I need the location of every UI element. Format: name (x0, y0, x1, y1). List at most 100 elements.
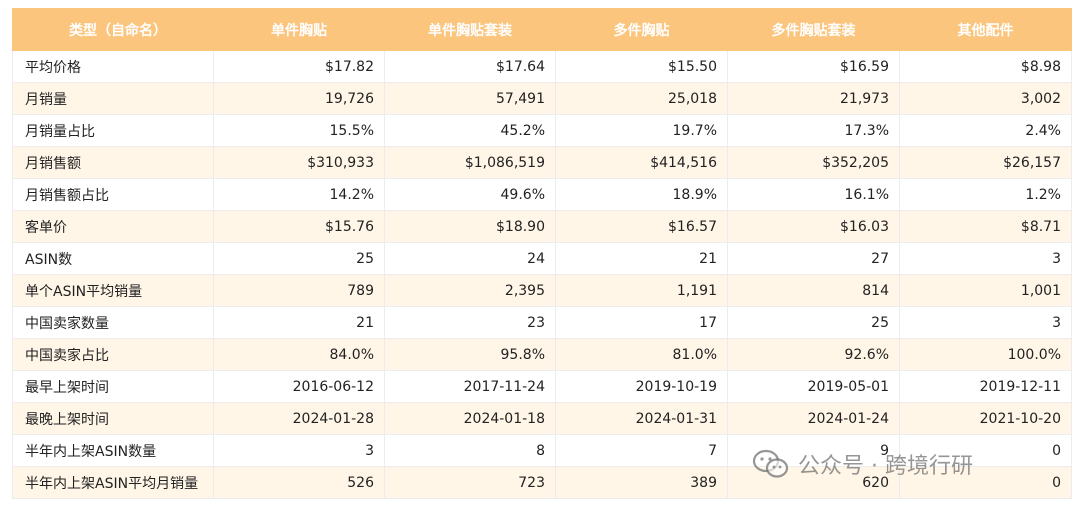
table-cell: $8.71 (899, 210, 1072, 243)
column-header-multi-patch: 多件胸贴 (555, 8, 728, 51)
table-cell: 15.5% (213, 114, 385, 147)
table-row: ASIN数 25 24 21 27 3 (12, 242, 1072, 275)
table-cell: 57,491 (384, 82, 556, 115)
table-cell: 2024-01-18 (384, 402, 556, 435)
table-cell: $414,516 (555, 146, 728, 179)
table-cell: 0 (899, 466, 1072, 499)
table-cell: $15.76 (213, 210, 385, 243)
table-cell: 45.2% (384, 114, 556, 147)
table-cell: 814 (727, 274, 900, 307)
table-cell: 3 (213, 434, 385, 467)
row-label: 客单价 (12, 210, 214, 243)
table-cell: $16.59 (727, 50, 900, 83)
table-cell: $18.90 (384, 210, 556, 243)
table-cell: 24 (384, 242, 556, 275)
table-cell: 21,973 (727, 82, 900, 115)
table-cell: 23 (384, 306, 556, 339)
row-label: 月销售额 (12, 146, 214, 179)
table-cell: 100.0% (899, 338, 1072, 371)
table-cell: 18.9% (555, 178, 728, 211)
table-cell: 7 (555, 434, 728, 467)
table-cell: 9 (727, 434, 900, 467)
row-label: 平均价格 (12, 50, 214, 83)
table-cell: 2019-10-19 (555, 370, 728, 403)
table-cell: 723 (384, 466, 556, 499)
table-cell: $1,086,519 (384, 146, 556, 179)
table-cell: 2,395 (384, 274, 556, 307)
table-cell: 0 (899, 434, 1072, 467)
table-cell: 19,726 (213, 82, 385, 115)
table-cell: 81.0% (555, 338, 728, 371)
table-cell: 25 (727, 306, 900, 339)
row-label: ASIN数 (12, 242, 214, 275)
table-cell: 21 (555, 242, 728, 275)
table-cell: 92.6% (727, 338, 900, 371)
table-cell: 8 (384, 434, 556, 467)
table-row: 中国卖家数量 21 23 17 25 3 (12, 306, 1072, 339)
table-row: 半年内上架ASIN平均月销量 526 723 389 620 0 (12, 466, 1072, 499)
table-cell: $17.82 (213, 50, 385, 83)
column-header-category: 类型（自命名） (12, 8, 214, 51)
table-cell: 2024-01-28 (213, 402, 385, 435)
table-cell: 16.1% (727, 178, 900, 211)
table-cell: 389 (555, 466, 728, 499)
table-cell: 2016-06-12 (213, 370, 385, 403)
row-label: 月销量占比 (12, 114, 214, 147)
table-cell: $352,205 (727, 146, 900, 179)
row-label: 月销量 (12, 82, 214, 115)
column-header-other-accessories: 其他配件 (899, 8, 1072, 51)
table-cell: 25,018 (555, 82, 728, 115)
table-cell: $16.57 (555, 210, 728, 243)
table-cell: 17 (555, 306, 728, 339)
table-cell: 620 (727, 466, 900, 499)
table-row: 最晚上架时间 2024-01-28 2024-01-18 2024-01-31 2024… (12, 402, 1072, 435)
table-cell: 2021-10-20 (899, 402, 1072, 435)
table-cell: 95.8% (384, 338, 556, 371)
table-header: 类型（自命名） 单件胸贴 单件胸贴套装 多件胸贴 多件胸贴套装 其他配件 (12, 8, 1072, 51)
row-label: 半年内上架ASIN平均月销量 (12, 466, 214, 499)
table-row: 单个ASIN平均销量 789 2,395 1,191 814 1,001 (12, 274, 1072, 307)
row-label: 中国卖家占比 (12, 338, 214, 371)
table-cell: 1,191 (555, 274, 728, 307)
column-header-single-patch-set: 单件胸贴套装 (384, 8, 556, 51)
table-cell: 1,001 (899, 274, 1072, 307)
table-cell: 2019-05-01 (727, 370, 900, 403)
table-cell: $17.64 (384, 50, 556, 83)
column-header-multi-patch-set: 多件胸贴套装 (727, 8, 900, 51)
table-cell: 526 (213, 466, 385, 499)
table-row: 月销量 19,726 57,491 25,018 21,973 3,002 (12, 82, 1072, 115)
table-cell: 14.2% (213, 178, 385, 211)
table-cell: 2024-01-31 (555, 402, 728, 435)
table-cell: 2019-12-11 (899, 370, 1072, 403)
row-label: 最晚上架时间 (12, 402, 214, 435)
table-cell: 21 (213, 306, 385, 339)
table-cell: 3 (899, 306, 1072, 339)
table-row: 中国卖家占比 84.0% 95.8% 81.0% 92.6% 100.0% (12, 338, 1072, 371)
table-cell: 84.0% (213, 338, 385, 371)
table-cell: 2017-11-24 (384, 370, 556, 403)
table-cell: $16.03 (727, 210, 900, 243)
table-row: 月销售额占比 14.2% 49.6% 18.9% 16.1% 1.2% (12, 178, 1072, 211)
table-cell: 27 (727, 242, 900, 275)
row-label: 中国卖家数量 (12, 306, 214, 339)
header-row: 类型（自命名） 单件胸贴 单件胸贴套装 多件胸贴 多件胸贴套装 其他配件 (12, 8, 1072, 51)
table-body: 平均价格 $17.82 $17.64 $15.50 $16.59 $8.98 月销量 19,7… (12, 50, 1072, 499)
data-table: 类型（自命名） 单件胸贴 单件胸贴套装 多件胸贴 多件胸贴套装 其他配件 平均价… (12, 8, 1072, 499)
table-cell: $8.98 (899, 50, 1072, 83)
table-cell: $26,157 (899, 146, 1072, 179)
table-row: 平均价格 $17.82 $17.64 $15.50 $16.59 $8.98 (12, 50, 1072, 83)
table-cell: 3,002 (899, 82, 1072, 115)
table-cell: 19.7% (555, 114, 728, 147)
row-label: 单个ASIN平均销量 (12, 274, 214, 307)
table-row: 月销量占比 15.5% 45.2% 19.7% 17.3% 2.4% (12, 114, 1072, 147)
row-label: 半年内上架ASIN数量 (12, 434, 214, 467)
table-cell: 3 (899, 242, 1072, 275)
column-header-single-patch: 单件胸贴 (213, 8, 385, 51)
row-label: 最早上架时间 (12, 370, 214, 403)
table-row: 最早上架时间 2016-06-12 2017-11-24 2019-10-19 2019… (12, 370, 1072, 403)
table-row: 客单价 $15.76 $18.90 $16.57 $16.03 $8.71 (12, 210, 1072, 243)
table-cell: 49.6% (384, 178, 556, 211)
table-cell: $310,933 (213, 146, 385, 179)
table-row: 半年内上架ASIN数量 3 8 7 9 0 (12, 434, 1072, 467)
